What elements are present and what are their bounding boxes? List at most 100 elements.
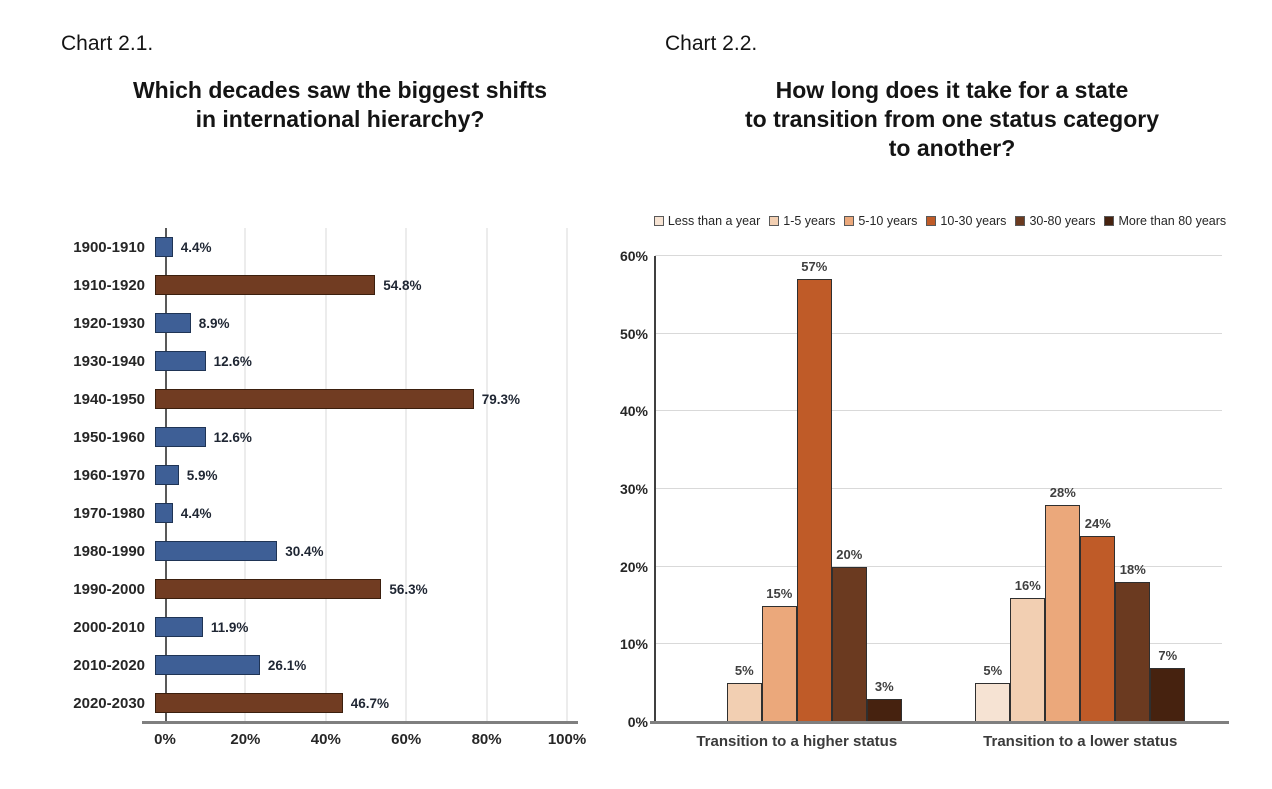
bar-group: 5% 16% 28% 24% 18% 7%	[939, 256, 1223, 722]
right-x-axis-line	[650, 721, 1229, 724]
legend-swatch-icon	[844, 216, 855, 226]
bar-value-label: 24%	[1084, 515, 1111, 531]
bar-row: 1990-2000 56.3%	[61, 570, 661, 608]
bar-value-label: 11.9%	[210, 619, 249, 635]
right-y-tick-labels: 0% 10% 20% 30% 40% 50% 60%	[596, 248, 648, 730]
bar-slot: 57%	[796, 256, 832, 722]
bar-value-label: 26.1%	[267, 657, 307, 673]
legend-item: 10-30 years	[926, 214, 1006, 228]
decade-bar	[155, 693, 343, 713]
decade-bar	[155, 351, 206, 371]
legend-swatch-icon	[653, 216, 664, 226]
gridline	[486, 228, 488, 722]
bar-group: 5% 15% 57% 20% 3%	[655, 256, 939, 722]
gridline	[655, 410, 1222, 412]
right-bar-groups: 5% 15% 57% 20% 3% 5% 16% 28% 24% 18% 7%	[655, 256, 1222, 722]
series-bar	[831, 566, 867, 722]
left-x-axis-line	[142, 721, 578, 724]
legend-item: 5-10 years	[844, 214, 917, 228]
legend-label: Less than a year	[667, 214, 761, 228]
left-bar-rows: 1900-1910 4.4% 1910-1920 54.8% 1920-1930 8.9%…	[61, 228, 661, 722]
bar-value-label: 5%	[734, 663, 754, 679]
bar-value-label: 79.3%	[481, 391, 521, 407]
y-tick-label: 50%	[619, 325, 648, 342]
series-bar	[1010, 597, 1046, 722]
bar-track: 4.4%	[155, 237, 557, 257]
bar-row: 1930-1940 12.6%	[61, 342, 661, 380]
legend-label: 5-10 years	[858, 214, 918, 228]
series-bar	[1045, 504, 1081, 722]
right-chart-title: How long does it take for a state to tra…	[662, 76, 1242, 163]
series-bar	[726, 683, 762, 722]
bar-slot: 7%	[1150, 256, 1186, 722]
bar-slot: 18%	[1115, 256, 1151, 722]
right-legend: Less than a year 1-5 years 5-10 years 10-30…	[628, 214, 1252, 228]
decade-bar	[155, 617, 203, 637]
bar-row: 2020-2030 46.7%	[61, 684, 661, 722]
bar-value-label: 57%	[801, 259, 828, 275]
group-label: Transition to a lower status	[983, 733, 1178, 750]
legend-swatch-icon	[1104, 216, 1115, 226]
legend-label: More than 80 years	[1118, 214, 1227, 228]
gridline	[244, 228, 246, 722]
bar-track: 26.1%	[155, 655, 557, 675]
left-chart-title-line1: Which decades saw the biggest shifts	[132, 77, 548, 103]
series-bar	[761, 605, 797, 722]
decade-label: 1930-1940	[73, 352, 145, 370]
bar-value-label: 54.8%	[383, 277, 422, 293]
gridline	[405, 228, 407, 722]
gridline	[655, 488, 1222, 489]
bar-value-label: 4.4%	[180, 505, 212, 521]
y-tick-label: 40%	[619, 403, 648, 420]
decade-bar	[155, 313, 191, 333]
bar-row: 1900-1910 4.4%	[61, 228, 661, 266]
x-tick-label: 20%	[230, 731, 261, 748]
decade-bar	[155, 579, 382, 599]
legend-item: 30-80 years	[1015, 214, 1095, 228]
y-tick-label: 10%	[619, 636, 648, 653]
gridline	[655, 332, 1222, 334]
bar-track: 79.3%	[155, 389, 557, 409]
legend-item: 1-5 years	[769, 214, 835, 228]
right-category-labels: Transition to a higher status Transition …	[655, 733, 1222, 750]
bar-slot: 15%	[761, 256, 797, 722]
bar-track: 46.7%	[155, 693, 557, 713]
left-x-tick-labels: 0% 20% 40% 60% 80% 100%	[154, 731, 586, 751]
decade-bar	[155, 237, 173, 257]
legend-item: More than 80 years	[1104, 214, 1226, 228]
bar-value-label: 5%	[983, 663, 1003, 679]
right-y-axis-line	[654, 256, 656, 722]
bar-row: 1920-1930 8.9%	[61, 304, 661, 342]
bar-value-label: 12.6%	[213, 353, 252, 369]
bar-value-label: 28%	[1049, 484, 1076, 500]
bar-row: 1910-1920 54.8%	[61, 266, 661, 304]
bar-track: 4.4%	[155, 503, 557, 523]
x-tick-label: 100%	[547, 731, 587, 748]
bar-track: 5.9%	[155, 465, 557, 485]
bar-value-label: 30.4%	[285, 543, 324, 559]
decade-label: 1900-1910	[73, 238, 145, 256]
legend-label: 1-5 years	[783, 214, 836, 228]
right-chart-number: Chart 2.2.	[665, 32, 758, 55]
decade-label: 2010-2020	[73, 656, 145, 674]
left-chart-title-line2: in international hierarchy?	[195, 106, 485, 132]
bar-slot: 5%	[726, 256, 762, 722]
bar-slot: 5%	[975, 256, 1011, 722]
y-tick-label: 0%	[627, 714, 648, 730]
gridline	[325, 228, 327, 722]
bar-slot: 20%	[831, 256, 867, 722]
bar-row: 1980-1990 30.4%	[61, 532, 661, 570]
bar-track: 12.6%	[155, 351, 557, 371]
bar-track: 56.3%	[155, 579, 557, 599]
x-tick-label: 0%	[154, 731, 176, 748]
group-label: Transition to a higher status	[696, 733, 898, 750]
gridline	[655, 565, 1222, 567]
legend-swatch-icon	[1015, 216, 1026, 226]
bar-value-label: 20%	[836, 546, 863, 562]
decade-label: 2020-2030	[73, 694, 145, 712]
bar-track: 54.8%	[155, 275, 557, 295]
bar-row: 1940-1950 79.3%	[61, 380, 661, 418]
bar-slot: 24%	[1080, 256, 1116, 722]
bar-value-label: 16%	[1014, 577, 1041, 593]
bar-row: 1950-1960 12.6%	[61, 418, 661, 456]
